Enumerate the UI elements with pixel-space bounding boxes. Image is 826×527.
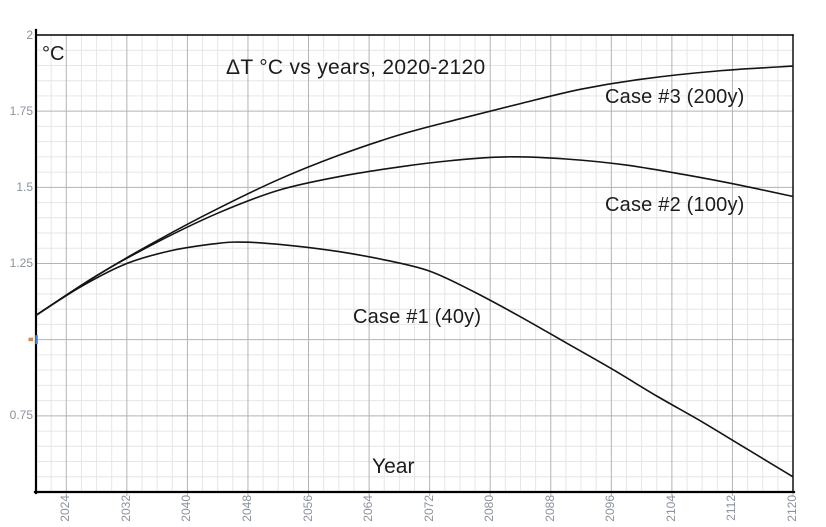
y-axis-unit-label: °C [42,43,65,65]
x-tick-label: 2048 [239,495,254,522]
curve-case-3 [35,65,794,316]
curve-case-2 [35,156,794,316]
y-tick-label: 1.25 [9,256,33,270]
x-tick-label: 2112 [724,495,739,521]
y1-axis-tick-marker [35,335,38,345]
y-tick-label: 1.5 [16,179,33,194]
series-label-case-1: Case #1 (40y) [353,306,482,328]
y-tick-label: 1.75 [9,103,33,118]
x-tick-label: 2056 [300,495,315,522]
x-tick-label: 2040 [179,495,194,522]
y1-dot-marker [28,337,33,342]
chart-title: ΔT °C vs years, 2020-2120 [226,56,486,79]
series-label-case-2: Case #2 (100y) [605,194,745,216]
x-tick-label: 2032 [118,495,133,522]
y-tick-label: 2 [26,27,33,42]
x-tick-label: 2096 [603,495,618,522]
x-tick-label: 2104 [663,495,678,522]
curve-case-1 [35,241,794,478]
x-axis-label: Year [372,455,415,478]
x-tick-label: 2120 [785,495,799,522]
x-tick-label: 2064 [361,495,376,522]
x-tick-label: 2080 [482,495,497,522]
x-tick-label: 2088 [542,495,557,522]
axes-border [33,28,796,495]
x-tick-label: 2024 [58,495,73,522]
y-tick-label: 0.75 [9,408,33,423]
x-tick-label: 2072 [421,495,436,522]
series-label-case-3: Case #3 (200y) [605,86,745,108]
